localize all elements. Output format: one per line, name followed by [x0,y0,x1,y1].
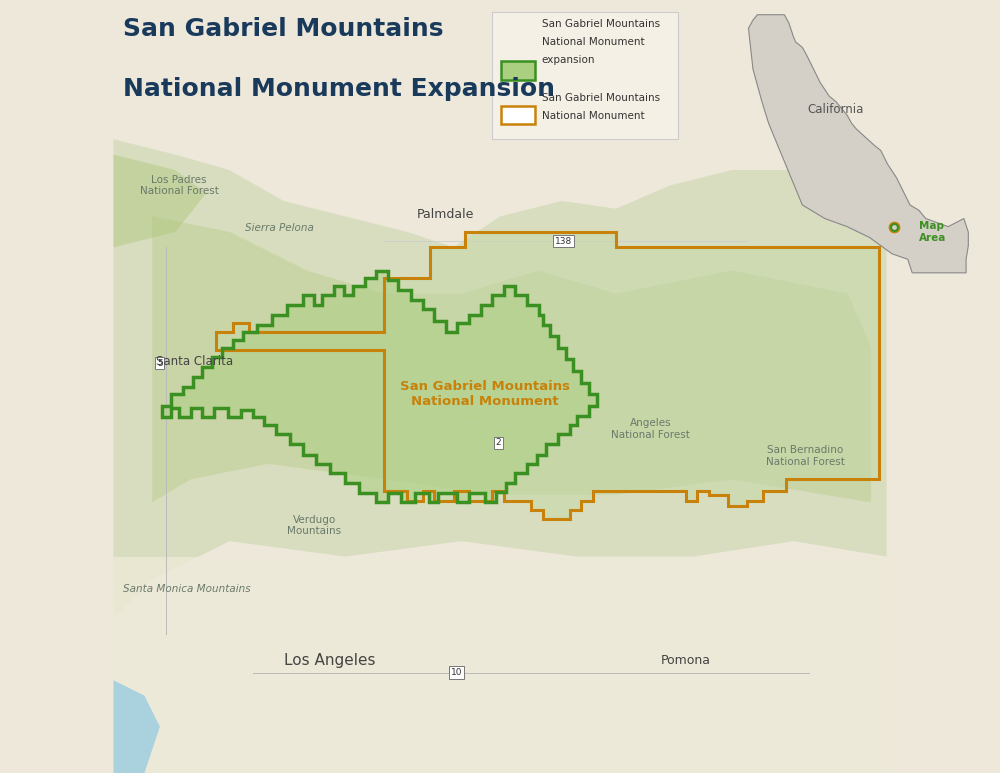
FancyBboxPatch shape [492,12,678,139]
Text: California: California [808,104,864,116]
Text: 2: 2 [496,438,501,448]
Text: Sierra Pelona: Sierra Pelona [245,223,314,233]
Text: Map
Area: Map Area [919,221,946,243]
Text: 5: 5 [157,359,163,368]
FancyBboxPatch shape [501,61,535,80]
Text: National Monument: National Monument [542,111,644,121]
Bar [113,557,500,773]
Text: San Gabriel Mountains: San Gabriel Mountains [542,93,660,103]
Text: San Gabriel Mountains: San Gabriel Mountains [542,19,660,29]
Text: Pomona: Pomona [661,655,711,667]
Bar [500,557,887,773]
Text: Los Angeles: Los Angeles [284,653,376,669]
Text: Verdugo
Mountains: Verdugo Mountains [287,515,342,536]
Text: Los Padres
National Forest: Los Padres National Forest [140,175,219,196]
Text: 10: 10 [451,668,462,677]
Polygon shape [162,271,597,502]
Polygon shape [113,680,160,773]
Text: Palmdale: Palmdale [417,209,475,221]
Polygon shape [113,139,887,618]
FancyBboxPatch shape [501,106,535,124]
Polygon shape [748,15,968,273]
Text: 138: 138 [555,237,572,246]
Text: Santa Clarita: Santa Clarita [156,356,233,368]
Text: National Monument: National Monument [542,37,644,47]
Text: National Monument Expansion: National Monument Expansion [123,77,555,101]
Polygon shape [113,155,206,247]
Text: expansion: expansion [542,55,595,65]
Text: San Gabriel Mountains
National Monument: San Gabriel Mountains National Monument [400,380,570,408]
Text: Angeles
National Forest: Angeles National Forest [611,418,690,440]
Text: San Bernadino
National Forest: San Bernadino National Forest [766,445,845,467]
Text: Santa Monica Mountains: Santa Monica Mountains [123,584,251,594]
Polygon shape [216,232,879,519]
Text: San Gabriel Mountains: San Gabriel Mountains [123,17,443,41]
Polygon shape [152,216,871,502]
